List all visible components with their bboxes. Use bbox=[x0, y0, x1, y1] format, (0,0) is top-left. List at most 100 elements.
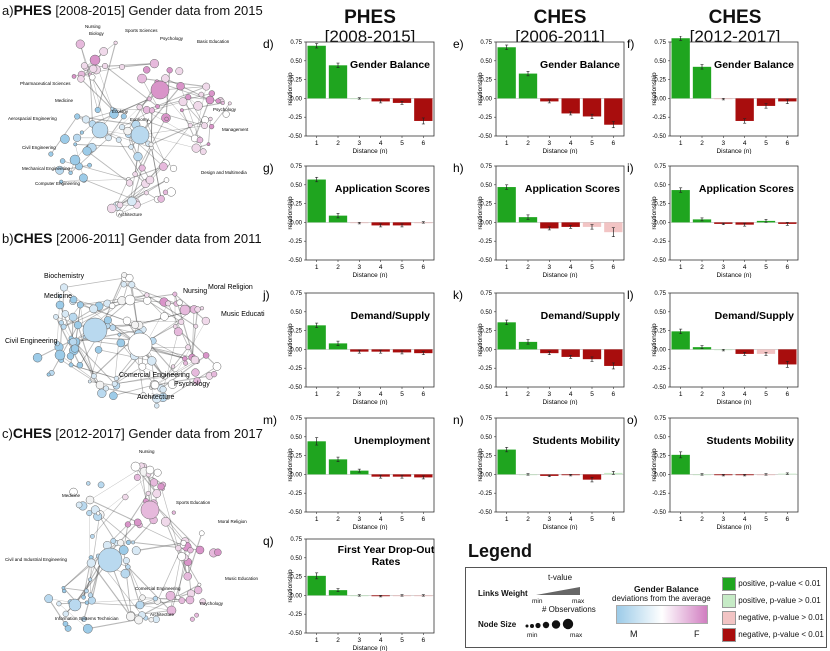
legend-t-value-label: t-value bbox=[548, 573, 573, 582]
network-node bbox=[146, 119, 151, 124]
network-node bbox=[80, 62, 88, 70]
panel-title: First Year Drop-Out bbox=[338, 544, 435, 556]
x-tick-label: 4 bbox=[569, 516, 573, 523]
y-tick-label: -0.50 bbox=[288, 134, 302, 140]
panel-title: Gender Balance bbox=[540, 59, 620, 71]
y-axis-label: relationship bbox=[651, 323, 658, 357]
x-axis-label: Distance (n) bbox=[542, 524, 577, 530]
network-edge bbox=[120, 342, 155, 385]
network-node bbox=[88, 577, 93, 582]
network-node bbox=[183, 360, 189, 366]
network-label: Architecture bbox=[137, 394, 174, 401]
y-tick-label: -0.25 bbox=[288, 366, 302, 372]
network-node bbox=[136, 104, 143, 111]
y-tick-label: 0.25 bbox=[654, 329, 666, 335]
x-tick-label: 1 bbox=[315, 516, 319, 523]
network-node bbox=[55, 300, 65, 310]
network-label: Design and Multimedia bbox=[201, 170, 247, 175]
network-edge bbox=[83, 579, 91, 598]
network-node bbox=[160, 312, 169, 321]
network-node bbox=[130, 461, 141, 472]
network-node bbox=[143, 190, 149, 196]
network-edge bbox=[127, 320, 182, 323]
x-tick-label: 4 bbox=[569, 391, 573, 398]
column-header-ches-2006: CHES [2006-2011] bbox=[515, 7, 605, 46]
panel-title: Unemployment bbox=[354, 435, 430, 447]
x-tick-label: 4 bbox=[743, 516, 747, 523]
network-label: Moral Religion bbox=[208, 284, 253, 291]
x-tick-label: 3 bbox=[548, 140, 552, 147]
y-tick-label: 0.50 bbox=[654, 59, 666, 65]
x-tick-label: 3 bbox=[548, 516, 552, 523]
bar bbox=[328, 459, 348, 475]
plot-frame bbox=[669, 41, 799, 137]
y-tick-label: 0.75 bbox=[480, 40, 492, 46]
x-axis-label: Distance (n) bbox=[716, 524, 751, 530]
bar bbox=[756, 349, 776, 354]
bar bbox=[392, 98, 412, 103]
column-header-ches-2012: CHES [2012-2017] bbox=[689, 7, 781, 46]
network-edge bbox=[63, 305, 113, 328]
network-edge bbox=[108, 116, 125, 139]
network-node bbox=[60, 134, 70, 144]
network-node bbox=[46, 372, 51, 377]
x-axis-label: Distance (n) bbox=[352, 148, 387, 154]
network-node bbox=[130, 125, 150, 145]
x-tick-label: 5 bbox=[590, 140, 594, 147]
y-axis-label: relationship bbox=[651, 448, 658, 482]
network-node bbox=[58, 320, 64, 326]
network-edge bbox=[187, 533, 203, 577]
network-node bbox=[173, 371, 179, 376]
network-edge bbox=[157, 542, 184, 602]
network-node bbox=[152, 596, 159, 602]
x-tick-label: 1 bbox=[679, 391, 683, 398]
network-node bbox=[177, 552, 187, 561]
x-tick-label: 1 bbox=[315, 391, 319, 398]
network-node bbox=[138, 362, 147, 371]
network-node bbox=[187, 122, 193, 128]
network-edge bbox=[151, 110, 153, 148]
section-b-title: b)CHES [2006-2011] Gender data from 2011 bbox=[2, 230, 262, 246]
network-node bbox=[140, 392, 147, 399]
network-node bbox=[90, 534, 95, 539]
bar bbox=[604, 349, 623, 366]
network-node bbox=[185, 595, 195, 605]
network-edge bbox=[99, 129, 152, 149]
network-node bbox=[89, 304, 98, 314]
network-node bbox=[111, 380, 118, 387]
network-label: Psychology bbox=[200, 601, 224, 606]
network-edge bbox=[108, 106, 140, 139]
network-node bbox=[166, 67, 173, 74]
network-node bbox=[175, 544, 182, 552]
network-edge bbox=[151, 110, 153, 148]
plot-frame bbox=[669, 417, 799, 513]
y-tick-label: 0.00 bbox=[290, 347, 302, 353]
network-node bbox=[82, 317, 108, 343]
panel-title: Demand/Supply bbox=[541, 310, 621, 322]
network-node bbox=[126, 611, 136, 622]
network-node bbox=[116, 201, 124, 209]
network-edge bbox=[130, 156, 139, 199]
node-size-circle-6 bbox=[562, 618, 574, 630]
legend-links-weight-label: Links Weight bbox=[478, 589, 528, 598]
network-node bbox=[220, 100, 225, 105]
network-node bbox=[120, 568, 130, 579]
network-node bbox=[97, 481, 105, 489]
panel-title: Demand/Supply bbox=[715, 310, 795, 322]
y-axis-label: relationship bbox=[477, 72, 484, 106]
x-tick-label: 3 bbox=[722, 391, 726, 398]
network-node bbox=[62, 621, 69, 627]
x-tick-label: 2 bbox=[336, 516, 340, 523]
network-node bbox=[116, 338, 126, 348]
network-edge bbox=[211, 103, 231, 127]
network-edge bbox=[79, 44, 91, 75]
network-label: Nursing bbox=[183, 288, 207, 295]
network-node bbox=[160, 516, 171, 527]
bar bbox=[414, 349, 433, 354]
x-tick-label: 6 bbox=[612, 264, 616, 271]
x-tick-label: 4 bbox=[379, 264, 383, 271]
network-edge bbox=[139, 85, 182, 136]
bar bbox=[350, 470, 369, 475]
x-axis-label: Distance (n) bbox=[542, 399, 577, 405]
